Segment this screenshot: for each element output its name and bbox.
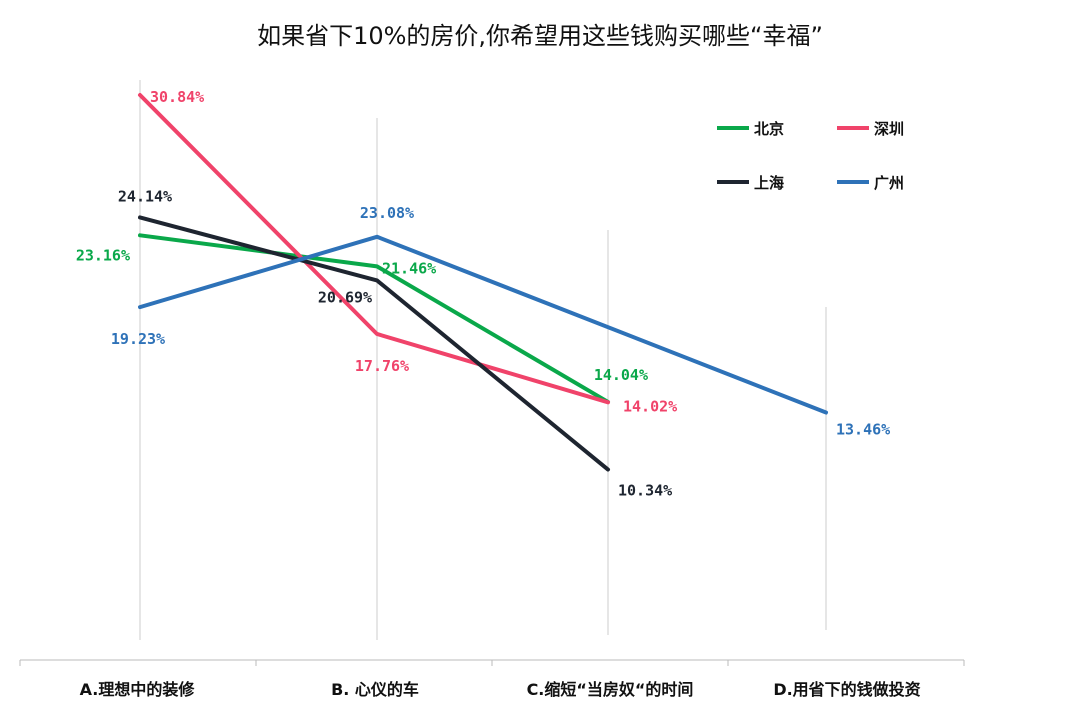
series-line-北京 [138,233,610,404]
data-label: 10.34% [618,482,672,500]
chart-title: 如果省下10%的房价,你希望用这些钱购买哪些“幸福” [257,22,823,50]
legend-label: 广州 [874,174,904,192]
data-label: 20.69% [318,288,372,306]
legend-label: 上海 [754,174,784,192]
data-label: 24.14% [118,187,172,205]
data-label: 17.76% [355,357,409,375]
data-label: 14.02% [623,397,677,415]
x-tick-label: C.缩短“当房奴“的时间 [527,680,694,699]
x-tick-label: A.理想中的装修 [80,680,196,699]
data-label: 19.23% [111,330,165,348]
data-label: 14.04% [594,366,648,384]
series-line-上海 [138,215,610,472]
data-label: 13.46% [836,421,890,439]
x-tick-label: B. 心仪的车 [331,680,419,699]
data-label: 23.08% [360,204,414,222]
series-line-广州 [138,234,828,415]
data-label: 21.46% [382,259,436,277]
legend-label: 北京 [754,120,784,138]
data-label: 23.16% [76,246,130,264]
legend-label: 深圳 [874,120,904,138]
data-label: 30.84% [150,88,204,106]
x-tick-label: D.用省下的钱做投资 [773,680,920,699]
